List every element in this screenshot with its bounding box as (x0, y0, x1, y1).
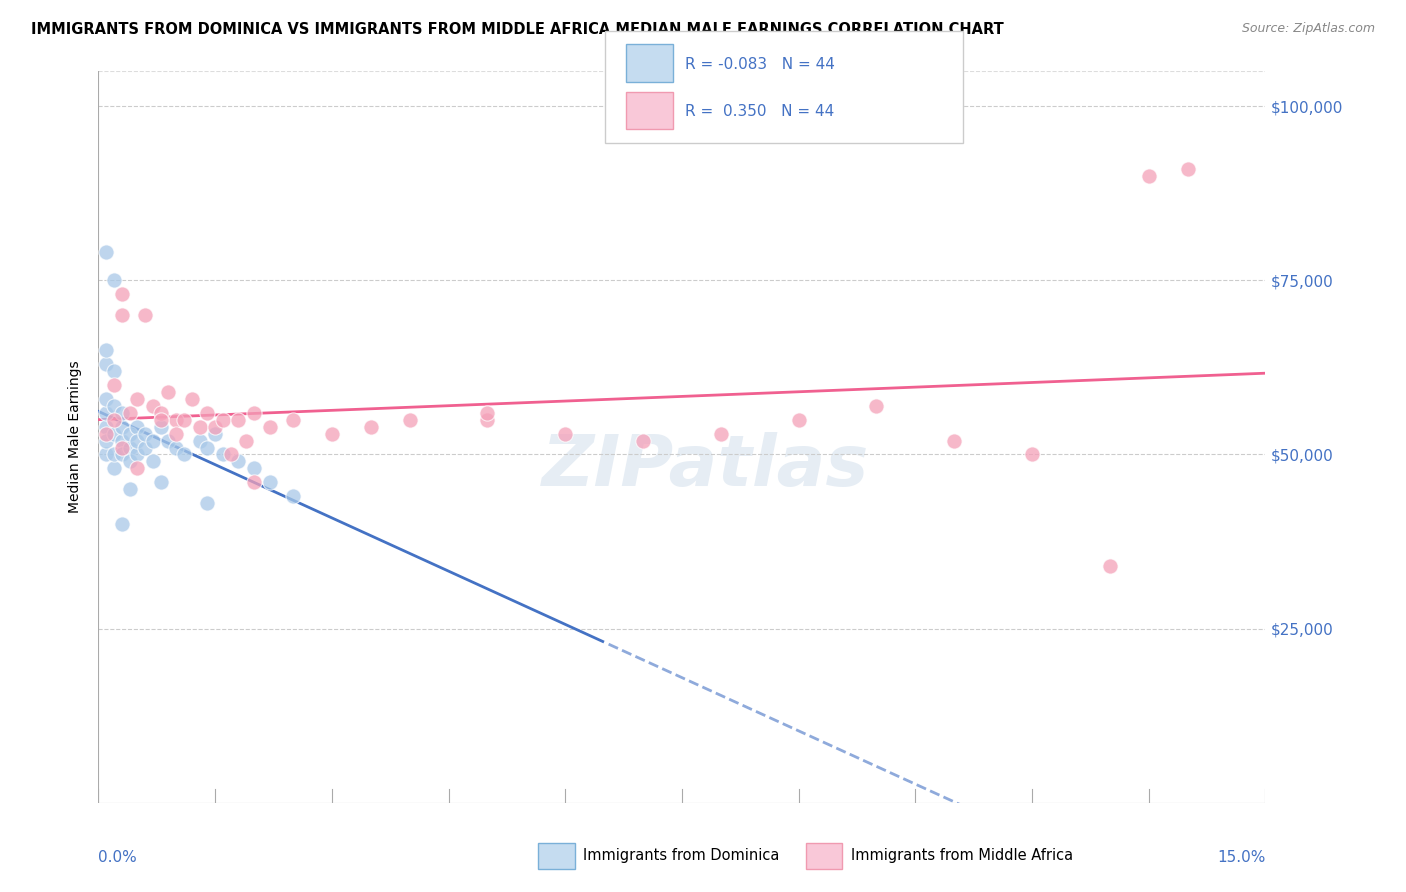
Point (149, 406, 172, 420)
Point (281, 489, 304, 503)
Point (134, 441, 156, 455)
Point (173, 412, 195, 426)
Text: R = -0.083   N = 44: R = -0.083 N = 44 (685, 56, 835, 71)
Point (142, 399, 165, 413)
Point (96, 406, 118, 420)
Point (118, 406, 141, 420)
Point (157, 384, 180, 399)
Text: R =  0.350   N = 44: R = 0.350 N = 44 (685, 103, 834, 119)
Point (127, 434, 149, 448)
Point (554, 426, 576, 441)
Point (96, 343, 118, 357)
Point (118, 483, 141, 497)
Text: ZIPatlas: ZIPatlas (541, 432, 869, 500)
Point (865, 399, 887, 413)
Point (149, 412, 172, 426)
Point (787, 412, 810, 426)
Point (149, 419, 172, 434)
Point (195, 406, 218, 420)
Point (134, 426, 156, 441)
Point (360, 419, 382, 434)
Point (188, 434, 211, 448)
Point (96, 434, 118, 448)
Point (118, 426, 141, 441)
Point (1137, 169, 1160, 183)
Point (96, 448, 118, 462)
Point (219, 448, 242, 462)
Point (96, 419, 118, 434)
Point (111, 308, 134, 322)
Point (228, 412, 250, 426)
Point (259, 419, 281, 434)
Point (710, 426, 733, 441)
Point (195, 441, 218, 455)
Point (142, 454, 165, 468)
Point (281, 412, 304, 426)
Point (111, 441, 134, 455)
Point (943, 434, 966, 448)
Point (111, 517, 134, 532)
Point (321, 426, 343, 441)
Text: IMMIGRANTS FROM DOMINICA VS IMMIGRANTS FROM MIDDLE AFRICA MEDIAN MALE EARNINGS C: IMMIGRANTS FROM DOMINICA VS IMMIGRANTS F… (31, 22, 1004, 37)
Point (134, 308, 156, 322)
Point (243, 475, 266, 490)
Point (118, 454, 141, 468)
Point (165, 426, 187, 441)
Point (103, 412, 125, 426)
Point (149, 475, 172, 490)
Point (212, 448, 235, 462)
Point (127, 392, 149, 406)
Point (188, 419, 211, 434)
Point (1021, 448, 1043, 462)
Point (1098, 558, 1121, 573)
Point (204, 426, 226, 441)
Point (111, 287, 134, 301)
Point (228, 454, 250, 468)
Point (111, 448, 134, 462)
Point (103, 426, 125, 441)
Point (96, 426, 118, 441)
Y-axis label: Median Male Earnings: Median Male Earnings (69, 360, 83, 514)
Point (235, 434, 257, 448)
Point (204, 419, 226, 434)
Point (103, 273, 125, 287)
Text: Immigrants from Middle Africa: Immigrants from Middle Africa (851, 848, 1073, 863)
Point (1177, 161, 1199, 176)
Point (103, 377, 125, 392)
Point (173, 448, 195, 462)
Text: Immigrants from Dominica: Immigrants from Dominica (583, 848, 780, 863)
Point (103, 461, 125, 475)
Point (103, 399, 125, 413)
Point (243, 406, 266, 420)
Text: 15.0%: 15.0% (1218, 850, 1265, 865)
Point (165, 441, 187, 455)
Point (180, 392, 202, 406)
Point (96, 357, 118, 371)
Text: Source: ZipAtlas.com: Source: ZipAtlas.com (1241, 22, 1375, 36)
Point (243, 461, 266, 475)
Point (142, 434, 165, 448)
Point (127, 448, 149, 462)
Point (212, 412, 235, 426)
Point (103, 364, 125, 378)
Point (111, 406, 134, 420)
Point (477, 406, 499, 420)
Point (118, 441, 141, 455)
Point (127, 419, 149, 434)
Point (96, 245, 118, 260)
Point (96, 392, 118, 406)
Point (103, 448, 125, 462)
Point (195, 496, 218, 510)
Point (165, 412, 187, 426)
Text: 0.0%: 0.0% (98, 850, 138, 865)
Point (259, 475, 281, 490)
Point (398, 412, 420, 426)
Point (631, 434, 654, 448)
Point (477, 412, 499, 426)
Point (127, 461, 149, 475)
Point (111, 419, 134, 434)
Point (111, 434, 134, 448)
Point (157, 434, 180, 448)
